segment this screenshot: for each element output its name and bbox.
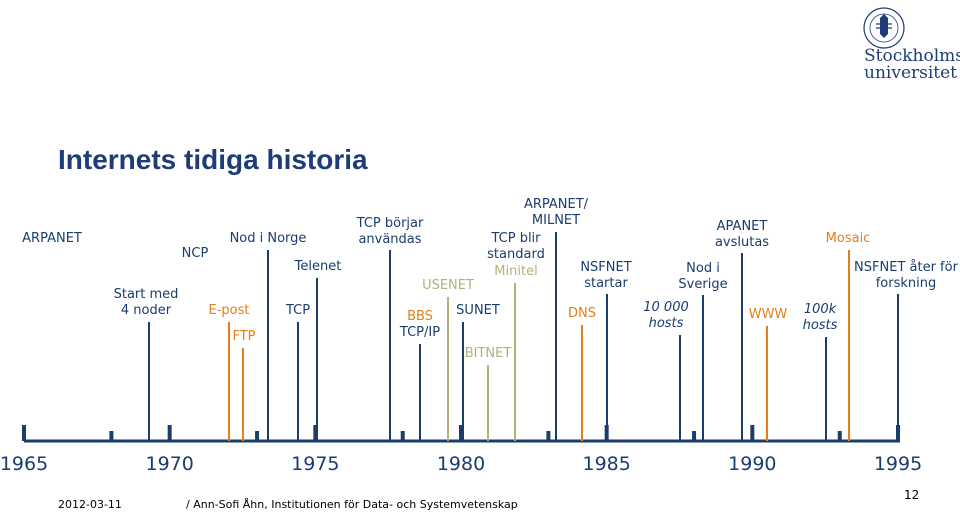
event-label-nod-i-norge: Nod i Norge xyxy=(230,231,307,246)
year-label: 1980 xyxy=(437,453,485,475)
year-tick xyxy=(692,431,697,441)
event-label-telenet: Telenet xyxy=(294,259,342,274)
year-label: 1970 xyxy=(145,453,193,475)
year-tick xyxy=(750,425,755,441)
year-label: 1975 xyxy=(291,453,339,475)
event-label-apanet-avslutas: avslutas xyxy=(715,235,769,250)
event-label-bitnet: BITNET xyxy=(465,346,512,361)
event-label-dns: DNS xyxy=(568,306,596,321)
event-label-arpanet-milnet: ARPANET/ xyxy=(524,197,589,212)
event-label-start-med-4-noder: Start med xyxy=(114,287,179,302)
page-title: Internets tidiga historia xyxy=(58,144,368,175)
event-label-usenet: USENET xyxy=(422,278,474,293)
event-label-start-med-4-noder: 4 noder xyxy=(121,303,172,318)
event-label-tcp: TCP xyxy=(285,303,310,318)
event-label-tcp-blir-standard: standard xyxy=(487,247,545,262)
year-tick xyxy=(546,431,551,441)
year-tick xyxy=(313,425,318,441)
event-label-nsfnet-ater-for-forskning: forskning xyxy=(876,276,937,291)
year-label: 1985 xyxy=(582,453,630,475)
logo-line-2: universitet xyxy=(864,63,958,83)
event-label-100k-hosts: 100k xyxy=(804,302,837,317)
event-label-10000-hosts: hosts xyxy=(649,316,684,331)
event-label-nod-i-sverige: Nod i xyxy=(686,261,720,276)
event-label-nsfnet-startar: startar xyxy=(584,276,628,291)
year-tick xyxy=(167,425,172,441)
university-logo-text: Stockholms universitet xyxy=(864,48,960,82)
event-label-e-post: E-post xyxy=(209,303,250,318)
year-label: 1965 xyxy=(0,453,48,475)
event-label-ftp: FTP xyxy=(232,329,255,344)
year-label: 1995 xyxy=(874,453,922,475)
year-label: 1990 xyxy=(728,453,776,475)
event-label-sunet: SUNET xyxy=(456,303,500,318)
event-label-apanet-avslutas: APANET xyxy=(717,219,768,234)
event-label-10000-hosts: 10 000 xyxy=(643,300,689,315)
year-tick xyxy=(459,425,463,441)
event-label-ncp: NCP xyxy=(182,246,209,261)
university-seal-icon xyxy=(863,7,905,49)
event-label-nsfnet-startar: NSFNET xyxy=(580,260,631,275)
footer-author: / Ann-Sofi Åhn, Institutionen för Data- … xyxy=(186,498,518,511)
event-label-arpanet-milnet: MILNET xyxy=(532,213,580,228)
year-tick xyxy=(109,431,114,441)
event-label-tcp-borjar-anvandas: TCP börjar xyxy=(356,216,424,231)
year-tick xyxy=(22,425,26,441)
event-label-mosaic: Mosaic xyxy=(826,231,871,246)
event-label-nsfnet-ater-for-forskning: NSFNET åter för xyxy=(854,260,959,275)
event-label-tcp-ip: TCP/IP xyxy=(399,325,440,340)
event-label-100k-hosts: hosts xyxy=(803,318,838,333)
event-label-tcp-blir-standard: TCP blir xyxy=(490,231,541,246)
event-label-nod-i-sverige: Sverige xyxy=(678,277,727,292)
year-tick xyxy=(255,431,260,441)
event-label-www: WWW xyxy=(749,307,788,322)
event-label-tcp-borjar-anvandas: användas xyxy=(358,232,421,247)
year-tick xyxy=(837,431,842,441)
logo-line-1: Stockholms xyxy=(864,46,960,66)
page-number: 12 xyxy=(904,488,920,502)
year-tick xyxy=(400,431,405,441)
event-label-bbs: BBS xyxy=(407,309,433,324)
event-label-minitel: Minitel xyxy=(494,264,537,279)
event-label-arpanet: ARPANET xyxy=(22,231,82,246)
footer-date: 2012-03-11 xyxy=(58,498,122,511)
